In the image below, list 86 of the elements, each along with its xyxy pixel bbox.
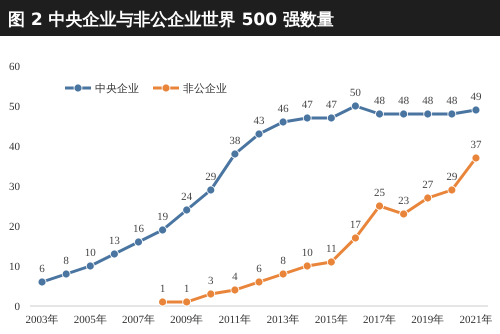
point (134, 238, 143, 246)
data-label: 43 (254, 115, 265, 127)
point (447, 110, 456, 118)
y-tick-label: 50 (9, 101, 20, 113)
data-label: 1 (184, 283, 190, 295)
legend-label: 非公企业 (183, 82, 227, 95)
point (447, 186, 456, 194)
data-label: 48 (422, 95, 434, 107)
y-tick-label: 40 (9, 141, 20, 153)
x-tick-label: 2013年 (266, 314, 300, 326)
point (110, 250, 119, 258)
data-label: 50 (350, 87, 362, 99)
point (230, 286, 240, 294)
x-tick-label: 2015年 (314, 314, 348, 326)
data-label: 11 (326, 243, 337, 255)
data-label: 10 (302, 247, 314, 259)
point (182, 206, 192, 214)
chart-title: 图 2 中央企业与非公企业世界 500 强数量 (8, 10, 334, 30)
data-label: 16 (132, 223, 144, 235)
data-label: 49 (470, 91, 482, 103)
data-label: 8 (63, 255, 70, 267)
y-tick-label: 30 (9, 181, 20, 193)
point (158, 298, 167, 306)
point (38, 278, 46, 286)
data-label: 8 (280, 255, 286, 267)
point (158, 226, 167, 234)
x-tick-label: 2003年 (26, 314, 59, 326)
data-label: 47 (326, 99, 338, 111)
point (302, 114, 312, 122)
point (399, 110, 408, 118)
point (278, 270, 288, 278)
x-tick-label: 2017年 (363, 314, 396, 326)
x-tick-label: 2005年 (74, 314, 107, 326)
legend-label: 中央企业 (95, 82, 139, 95)
data-label: 1 (160, 283, 166, 295)
point (423, 194, 432, 202)
data-label: 27 (422, 179, 434, 191)
x-tick-label: 2011年 (218, 314, 252, 326)
data-label: 6 (39, 263, 46, 275)
point (62, 270, 71, 278)
x-tick-label: 2019年 (411, 314, 444, 326)
point (472, 154, 480, 162)
point (230, 150, 240, 158)
data-label: 29 (446, 171, 458, 183)
point (254, 278, 264, 286)
point (423, 110, 432, 118)
point (278, 118, 288, 126)
data-label: 3 (208, 275, 214, 287)
data-label: 25 (374, 187, 386, 199)
data-label: 48 (398, 95, 410, 107)
data-label: 10 (84, 247, 96, 259)
data-label: 29 (205, 171, 217, 183)
point (302, 262, 312, 270)
point (206, 290, 216, 298)
y-tick-label: 20 (9, 221, 20, 233)
y-tick-label: 0 (14, 301, 20, 313)
point (472, 106, 480, 114)
data-label: 38 (229, 135, 241, 147)
point (351, 102, 360, 110)
y-tick-label: 60 (9, 61, 20, 73)
data-label: 17 (350, 219, 362, 231)
point (182, 298, 192, 306)
point (86, 262, 95, 270)
point (399, 210, 408, 218)
point (326, 258, 336, 266)
data-label: 48 (374, 95, 386, 107)
data-label: 46 (278, 103, 290, 115)
x-tick-label: 2007年 (122, 314, 155, 326)
point (375, 202, 384, 210)
point (351, 234, 360, 242)
data-label: 23 (398, 195, 410, 207)
y-tick-label: 10 (9, 261, 20, 273)
point (254, 130, 264, 138)
data-label: 13 (108, 235, 120, 247)
x-tick-label: 2009年 (170, 314, 204, 326)
data-label: 24 (181, 191, 193, 203)
data-label: 47 (302, 99, 314, 111)
data-label: 19 (157, 211, 169, 223)
x-tick-label: 2021年 (459, 314, 492, 326)
point (206, 186, 216, 194)
data-label: 48 (446, 95, 458, 107)
data-label: 37 (470, 139, 482, 151)
data-label: 4 (232, 271, 238, 283)
point (375, 110, 384, 118)
data-label: 6 (256, 263, 262, 275)
point (326, 114, 336, 122)
